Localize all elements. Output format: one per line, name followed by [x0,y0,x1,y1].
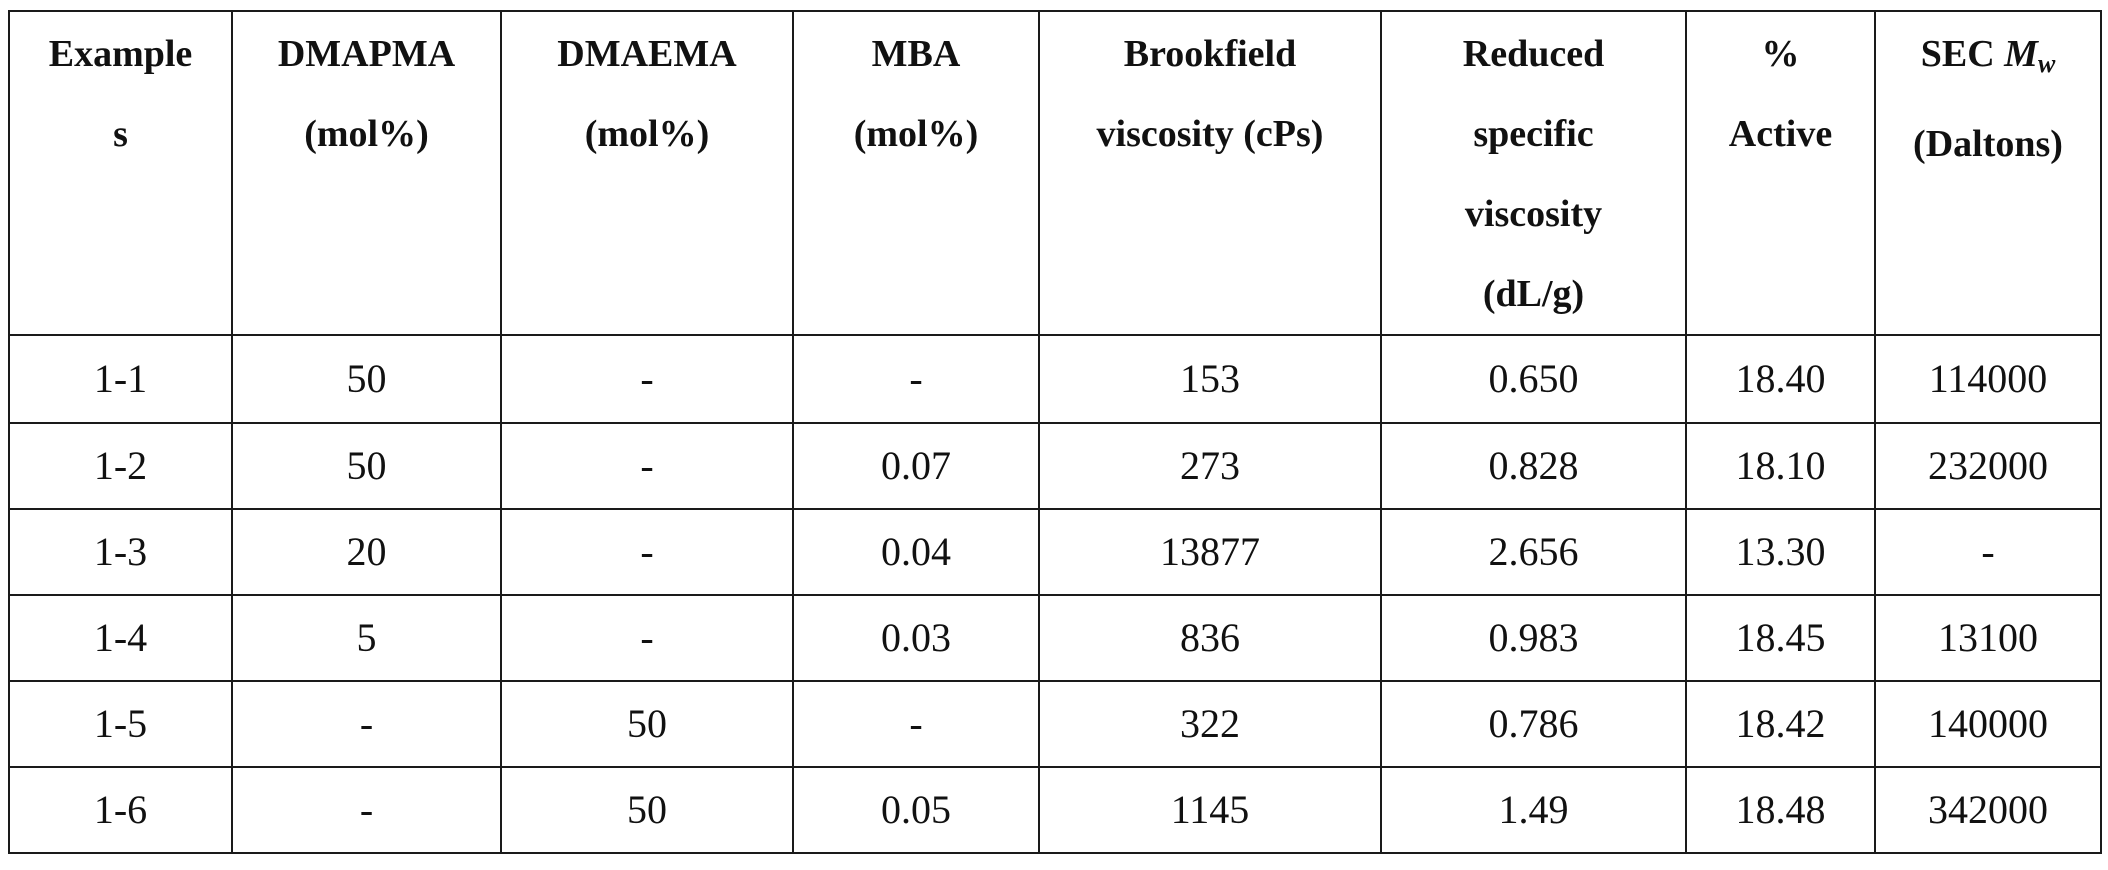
header-mba: MBA (mol%) [792,10,1040,336]
header-brookfield-line-1: Brookfield [1123,33,1297,75]
cell-mba: - [792,334,1040,424]
table-row: 1-2 50 - 0.07 273 0.828 18.10 232000 [8,422,2102,510]
cell-example: 1-1 [8,334,233,424]
cell-dmaema: - [500,594,794,682]
cell-brookfield: 13877 [1038,508,1382,596]
header-mw-symbol: M [2004,33,2038,75]
cell-dmaema: - [500,508,794,596]
cell-example: 1-2 [8,422,233,510]
cell-example: 1-4 [8,594,233,682]
header-examples-line-1: Example [48,33,193,75]
cell-active: 18.40 [1685,334,1876,424]
header-mba-line-1: MBA [871,33,961,75]
cell-mba: 0.05 [792,766,1040,854]
cell-mba: - [792,680,1040,768]
header-examples: Example s [8,10,233,336]
header-active-line-2: Active [1728,113,1833,155]
header-dmapma: DMAPMA (mol%) [231,10,502,336]
header-mw-subscript: w [2037,49,2056,78]
cell-dmapma: - [231,766,502,854]
cell-mba: 0.07 [792,422,1040,510]
cell-dmaema: 50 [500,766,794,854]
header-rsv-line-2: specific [1473,113,1594,155]
table-row: 1-1 50 - - 153 0.650 18.40 114000 [8,334,2102,424]
header-examples-line-2: s [113,113,128,155]
cell-brookfield: 1145 [1038,766,1382,854]
cell-dmapma: 50 [231,422,502,510]
cell-rsv: 0.983 [1380,594,1687,682]
cell-dmapma: 5 [231,594,502,682]
header-rsv-line-3: viscosity [1464,193,1603,235]
header-reduced-specific-viscosity: Reduced specific viscosity (dL/g) [1380,10,1687,336]
cell-rsv: 0.828 [1380,422,1687,510]
cell-rsv: 0.786 [1380,680,1687,768]
cell-dmaema: - [500,334,794,424]
table-row: 1-3 20 - 0.04 13877 2.656 13.30 - [8,508,2102,596]
cell-brookfield: 322 [1038,680,1382,768]
cell-rsv: 0.650 [1380,334,1687,424]
header-brookfield-line-2: viscosity (cPs) [1096,113,1324,155]
cell-brookfield: 153 [1038,334,1382,424]
cell-active: 18.10 [1685,422,1876,510]
cell-sec-mw: - [1874,508,2102,596]
cell-dmaema: 50 [500,680,794,768]
cell-dmapma: - [231,680,502,768]
table-row: 1-5 - 50 - 322 0.786 18.42 140000 [8,680,2102,768]
header-sec-mw: SEC Mw (Daltons) [1874,10,2102,336]
table-row: 1-6 - 50 0.05 1145 1.49 18.48 342000 [8,766,2102,854]
header-dmaema: DMAEMA (mol%) [500,10,794,336]
cell-sec-mw: 232000 [1874,422,2102,510]
header-dmaema-line-2: (mol%) [584,113,710,155]
header-dmapma-line-2: (mol%) [304,113,429,155]
cell-brookfield: 273 [1038,422,1382,510]
header-percent-active: % Active [1685,10,1876,336]
header-rsv-line-1: Reduced [1462,33,1605,75]
cell-active: 18.45 [1685,594,1876,682]
header-sec-mw-line-2: (Daltons) [1913,123,2063,165]
cell-dmapma: 20 [231,508,502,596]
cell-mba: 0.03 [792,594,1040,682]
cell-active: 13.30 [1685,508,1876,596]
cell-brookfield: 836 [1038,594,1382,682]
cell-example: 1-5 [8,680,233,768]
cell-mba: 0.04 [792,508,1040,596]
data-table: Example s DMAPMA (mol%) DMAEMA (mol%) MB… [8,10,2102,854]
table-row: 1-4 5 - 0.03 836 0.983 18.45 13100 [8,594,2102,682]
cell-dmaema: - [500,422,794,510]
cell-sec-mw: 114000 [1874,334,2102,424]
cell-sec-mw: 342000 [1874,766,2102,854]
cell-active: 18.48 [1685,766,1876,854]
cell-example: 1-6 [8,766,233,854]
header-dmapma-line-1: DMAPMA [277,33,456,75]
header-dmaema-line-1: DMAEMA [557,33,737,75]
header-brookfield-viscosity: Brookfield viscosity (cPs) [1038,10,1382,336]
header-sec-prefix: SEC [1920,33,2005,75]
cell-sec-mw: 13100 [1874,594,2102,682]
header-mba-line-2: (mol%) [853,113,979,155]
cell-rsv: 1.49 [1380,766,1687,854]
header-rsv-line-4: (dL/g) [1482,273,1585,315]
header-active-line-1: % [1761,33,1800,75]
cell-rsv: 2.656 [1380,508,1687,596]
header-row: Example s DMAPMA (mol%) DMAEMA (mol%) MB… [8,10,2102,336]
cell-example: 1-3 [8,508,233,596]
cell-active: 18.42 [1685,680,1876,768]
header-sec-mw-line-1: SEC Mw [1880,14,2096,104]
cell-dmapma: 50 [231,334,502,424]
cell-sec-mw: 140000 [1874,680,2102,768]
